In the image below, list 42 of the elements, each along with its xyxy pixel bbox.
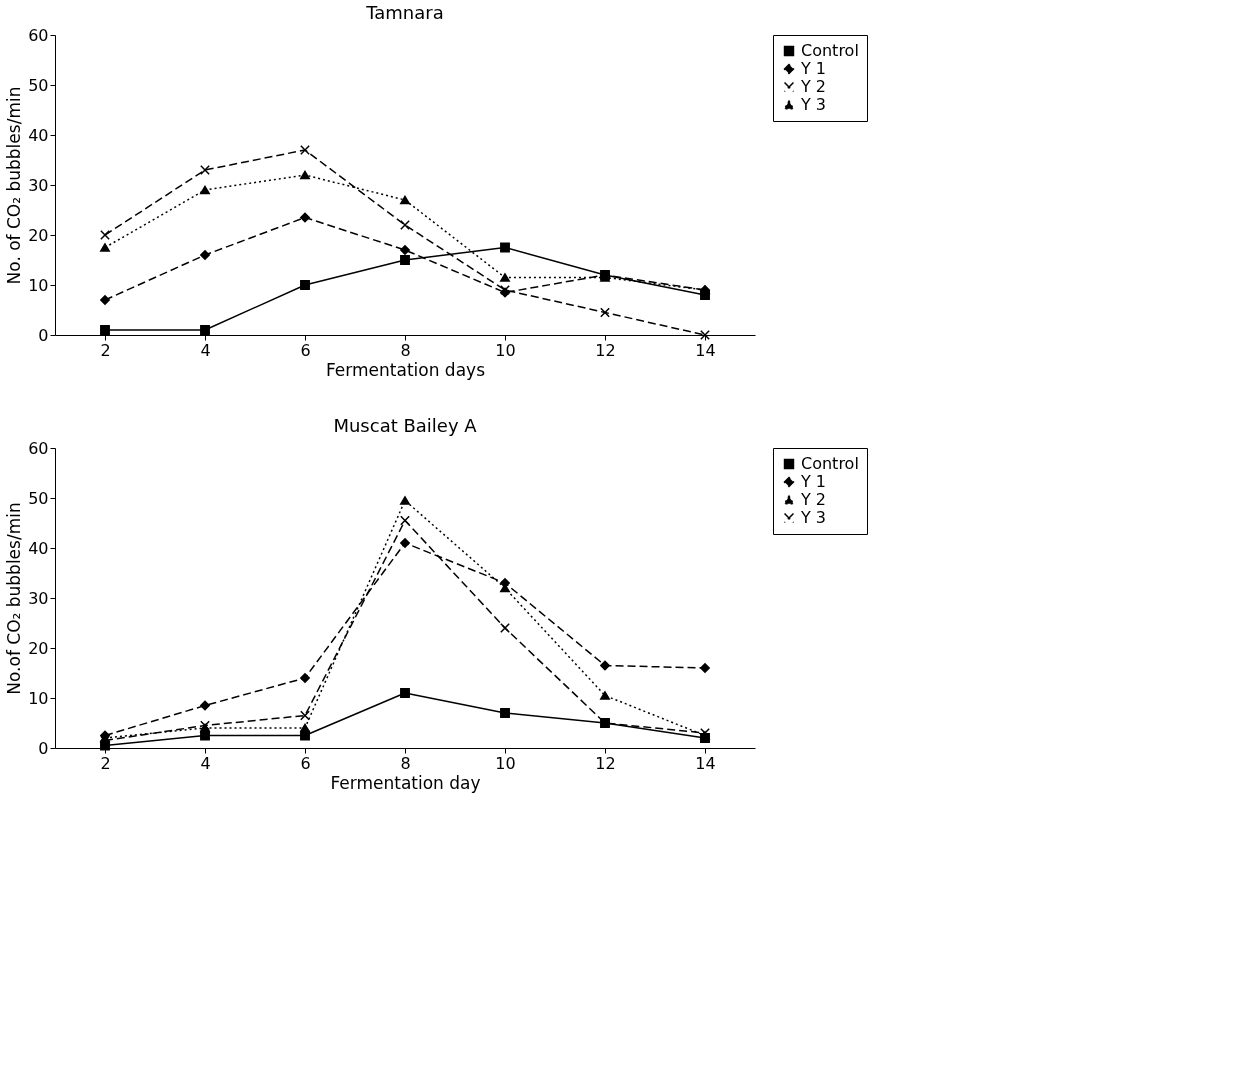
y-tick-label: 0: [38, 738, 49, 758]
y-tick-label: 50: [28, 75, 49, 95]
legend-label: Y 1: [800, 472, 827, 491]
x-tick-label: 6: [300, 753, 311, 773]
legend-label: Y 3: [800, 95, 827, 114]
y-tick-label: 20: [28, 225, 49, 245]
chart-title: Muscat Bailey A: [333, 415, 478, 436]
y-tick-label: 30: [28, 175, 49, 195]
x-tick-label: 2: [100, 753, 111, 773]
y-tick-label: 50: [28, 488, 49, 508]
x-tick-label: 10: [495, 340, 516, 360]
legend-label: Y 3: [800, 508, 827, 527]
y-tick-label: 40: [28, 538, 49, 558]
x-tick-label: 12: [595, 753, 616, 773]
chart-title: Tamnara: [365, 2, 444, 23]
y-tick-label: 40: [28, 125, 49, 145]
y-axis-title: No.of CO₂ bubbles/min: [4, 502, 25, 695]
x-axis-title: Fermentation days: [326, 359, 486, 380]
legend-label: Y 2: [800, 77, 827, 96]
legend-label: Y 2: [800, 490, 827, 509]
legend-label: Y 1: [800, 59, 827, 78]
legend-label: Control: [801, 454, 859, 473]
x-tick-label: 8: [400, 340, 411, 360]
x-tick-label: 14: [695, 753, 716, 773]
y-tick-label: 20: [28, 638, 49, 658]
y-axis-title: No. of CO₂ bubbles/min: [4, 86, 25, 285]
x-tick-label: 4: [200, 340, 211, 360]
y-tick-label: 0: [38, 325, 49, 345]
x-tick-label: 2: [100, 340, 111, 360]
x-tick-label: 8: [400, 753, 411, 773]
y-tick-label: 10: [28, 688, 49, 708]
y-tick-label: 10: [28, 275, 49, 295]
y-tick-label: 60: [28, 25, 49, 45]
legend-label: Control: [801, 41, 859, 60]
x-tick-label: 6: [300, 340, 311, 360]
x-tick-label: 12: [595, 340, 616, 360]
x-tick-label: 14: [695, 340, 716, 360]
y-tick-label: 30: [28, 588, 49, 608]
x-tick-label: 4: [200, 753, 211, 773]
x-axis-title: Fermentation day: [330, 772, 481, 793]
y-tick-label: 60: [28, 438, 49, 458]
x-tick-label: 10: [495, 753, 516, 773]
